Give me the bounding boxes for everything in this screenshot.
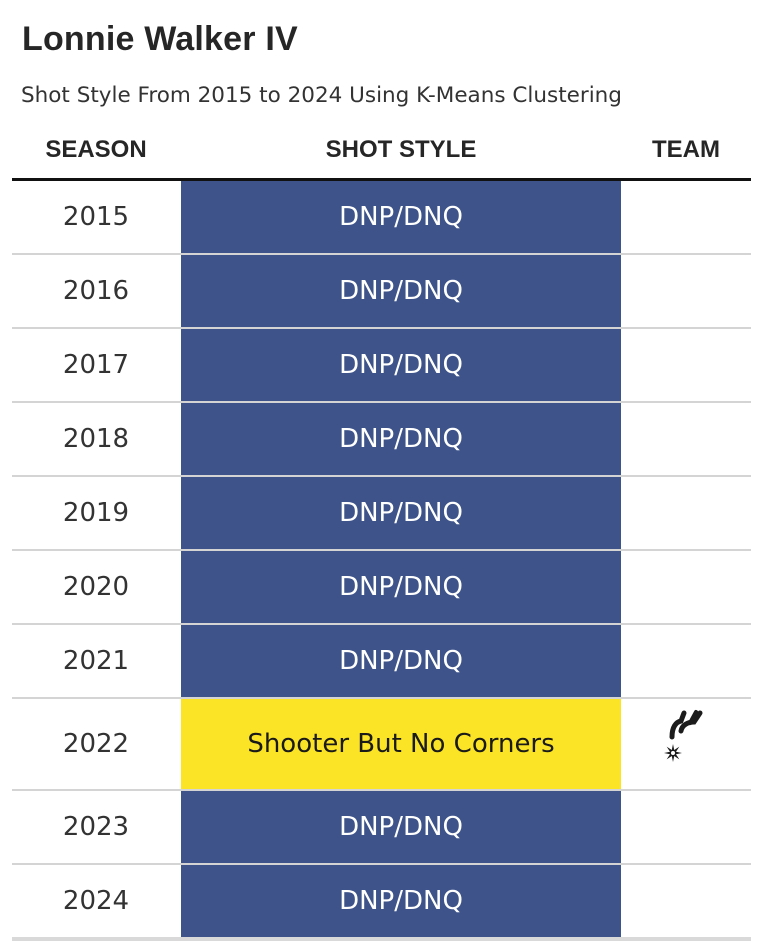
shot-style-cell: DNP/DNQ <box>181 477 621 549</box>
shot-style-cell: DNP/DNQ <box>181 625 621 697</box>
team-cell <box>621 255 751 327</box>
season-cell: 2019 <box>62 498 130 528</box>
header-team: TEAM <box>652 136 720 163</box>
shot-style-cell: Shooter But No Corners <box>181 699 621 789</box>
season-cell: 2017 <box>62 350 130 380</box>
shot-style-cell: DNP/DNQ <box>181 329 621 401</box>
season-cell: 2018 <box>62 424 130 454</box>
spurs-logo-icon <box>662 707 710 769</box>
chart-subtitle: Shot Style From 2015 to 2024 Using K-Mea… <box>21 83 622 108</box>
table-body: 2015 DNP/DNQ 2016 DNP/DNQ 2017 DNP/DNQ 2018 DNP… <box>12 181 751 939</box>
row-divider <box>12 327 751 329</box>
table-row: 2022 Shooter But No Corners <box>12 699 751 791</box>
header-rule <box>12 178 751 181</box>
row-divider <box>12 697 751 699</box>
table-bottom-rule <box>12 937 751 941</box>
team-cell <box>621 181 751 253</box>
team-cell <box>621 477 751 549</box>
header-season: SEASON <box>45 136 147 163</box>
table-row: 2023 DNP/DNQ <box>12 791 751 865</box>
season-cell: 2020 <box>62 572 130 602</box>
team-cell <box>621 699 751 789</box>
shot-style-cell: DNP/DNQ <box>181 865 621 937</box>
row-divider <box>12 863 751 865</box>
row-divider <box>12 253 751 255</box>
shot-style-cell: DNP/DNQ <box>181 551 621 623</box>
row-divider <box>12 549 751 551</box>
shot-style-cell: DNP/DNQ <box>181 403 621 475</box>
team-cell <box>621 551 751 623</box>
row-divider <box>12 623 751 625</box>
team-cell <box>621 403 751 475</box>
season-cell: 2023 <box>62 812 130 842</box>
team-cell <box>621 791 751 863</box>
season-cell: 2015 <box>62 202 130 232</box>
row-divider <box>12 475 751 477</box>
shot-style-cell: DNP/DNQ <box>181 255 621 327</box>
chart-title: Lonnie Walker IV <box>22 20 298 58</box>
table-row: 2017 DNP/DNQ <box>12 329 751 403</box>
table-row: 2021 DNP/DNQ <box>12 625 751 699</box>
table-row: 2015 DNP/DNQ <box>12 181 751 255</box>
season-cell: 2024 <box>62 886 130 916</box>
team-cell <box>621 625 751 697</box>
team-cell <box>621 865 751 937</box>
season-cell: 2016 <box>62 276 130 306</box>
shot-style-cell: DNP/DNQ <box>181 791 621 863</box>
table-row: 2016 DNP/DNQ <box>12 255 751 329</box>
header-shot-style: SHOT STYLE <box>325 136 477 163</box>
table-row: 2024 DNP/DNQ <box>12 865 751 939</box>
row-divider <box>12 401 751 403</box>
table-row: 2019 DNP/DNQ <box>12 477 751 551</box>
season-cell: 2021 <box>62 646 130 676</box>
table-row: 2020 DNP/DNQ <box>12 551 751 625</box>
table-row: 2018 DNP/DNQ <box>12 403 751 477</box>
row-divider <box>12 789 751 791</box>
shot-style-cell: DNP/DNQ <box>181 181 621 253</box>
season-cell: 2022 <box>62 729 130 759</box>
team-cell <box>621 329 751 401</box>
